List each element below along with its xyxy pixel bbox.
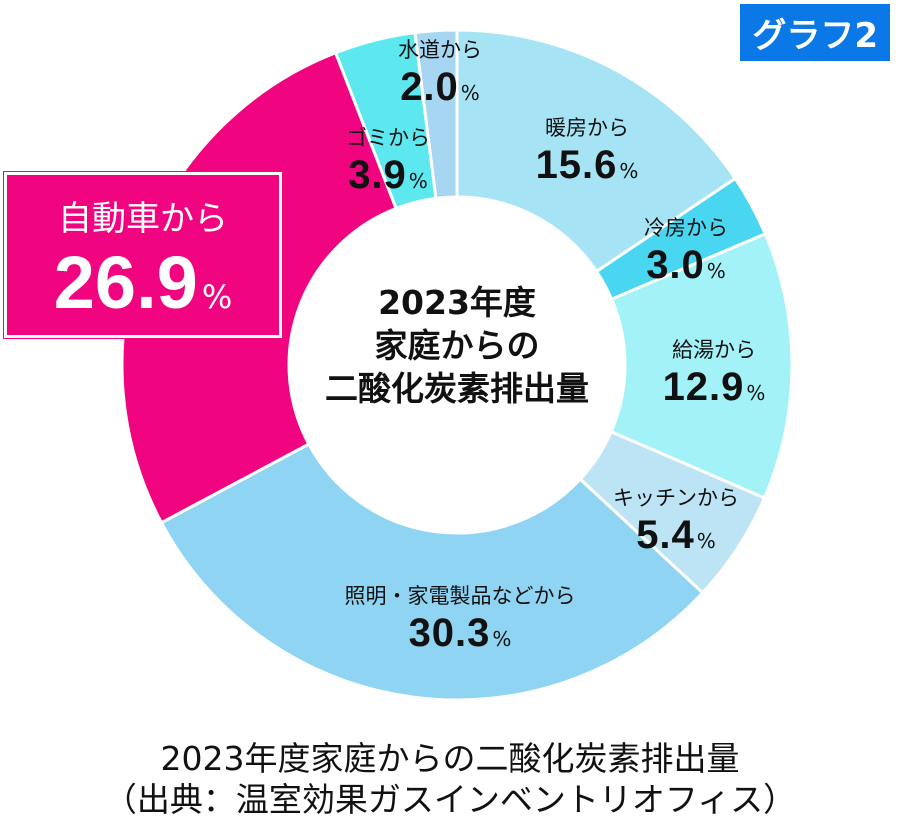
label-water: 水道から 2.0%	[398, 38, 482, 109]
label-cooling: 冷房から 3.0%	[644, 216, 728, 287]
donut-slice-2	[609, 231, 794, 501]
label-garbage: ゴミから 3.9%	[346, 126, 430, 197]
center-title-line: 二酸化炭素排出量	[325, 368, 589, 408]
donut-slice-0	[455, 28, 738, 274]
slice-value: 3.9	[348, 153, 407, 197]
label-hot-water: 給湯から 12.9%	[662, 338, 766, 409]
donut-slice-4	[159, 442, 705, 702]
slice-label: キッチンから	[613, 486, 739, 510]
center-title-line: 2023年度	[378, 283, 536, 322]
percent-sign: %	[696, 529, 716, 553]
donut-slice-7	[413, 28, 459, 201]
label-heating: 暖房から 15.6%	[535, 116, 639, 187]
graph-badge: グラフ2	[740, 4, 890, 61]
slice-value: 15.6	[535, 143, 618, 187]
slice-label: 照明・家電製品などから	[344, 584, 576, 608]
chart-caption: 2023年度家庭からの二酸化炭素排出量 （出典：温室効果ガスインベントリオフィス…	[0, 738, 900, 821]
percent-sign: %	[408, 169, 428, 193]
label-lighting-appliances: 照明・家電製品などから 30.3%	[344, 584, 576, 655]
percent-sign: %	[492, 627, 512, 651]
slice-value: 12.9	[662, 365, 745, 409]
slice-label: 暖房から	[545, 116, 629, 140]
center-title: 2023年度 家庭からの 二酸化炭素排出量	[325, 282, 589, 411]
slice-value: 3.0	[646, 243, 705, 287]
slice-value: 5.4	[636, 513, 695, 557]
percent-sign: %	[619, 159, 639, 183]
slice-value: 30.3	[408, 611, 491, 655]
caption-title: 2023年度家庭からの二酸化炭素排出量	[160, 739, 740, 778]
center-title-line: 家庭からの	[374, 325, 540, 365]
caption-source: （出典：温室効果ガスインベントリオフィス）	[103, 780, 797, 820]
label-car: 自動車から 26.9%	[4, 172, 282, 338]
slice-label: 自動車から	[58, 199, 228, 239]
percent-sign: %	[460, 81, 480, 105]
slice-label: ゴミから	[346, 126, 430, 150]
percent-sign: %	[706, 259, 726, 283]
percent-sign: %	[746, 381, 766, 405]
slice-label: 給湯から	[672, 338, 756, 362]
label-kitchen: キッチンから 5.4%	[613, 486, 739, 557]
percent-sign: %	[201, 278, 233, 316]
slice-value: 2.0	[400, 65, 459, 109]
slice-label: 水道から	[398, 38, 482, 62]
slice-label: 冷房から	[644, 216, 728, 240]
slice-value: 26.9	[53, 241, 198, 324]
